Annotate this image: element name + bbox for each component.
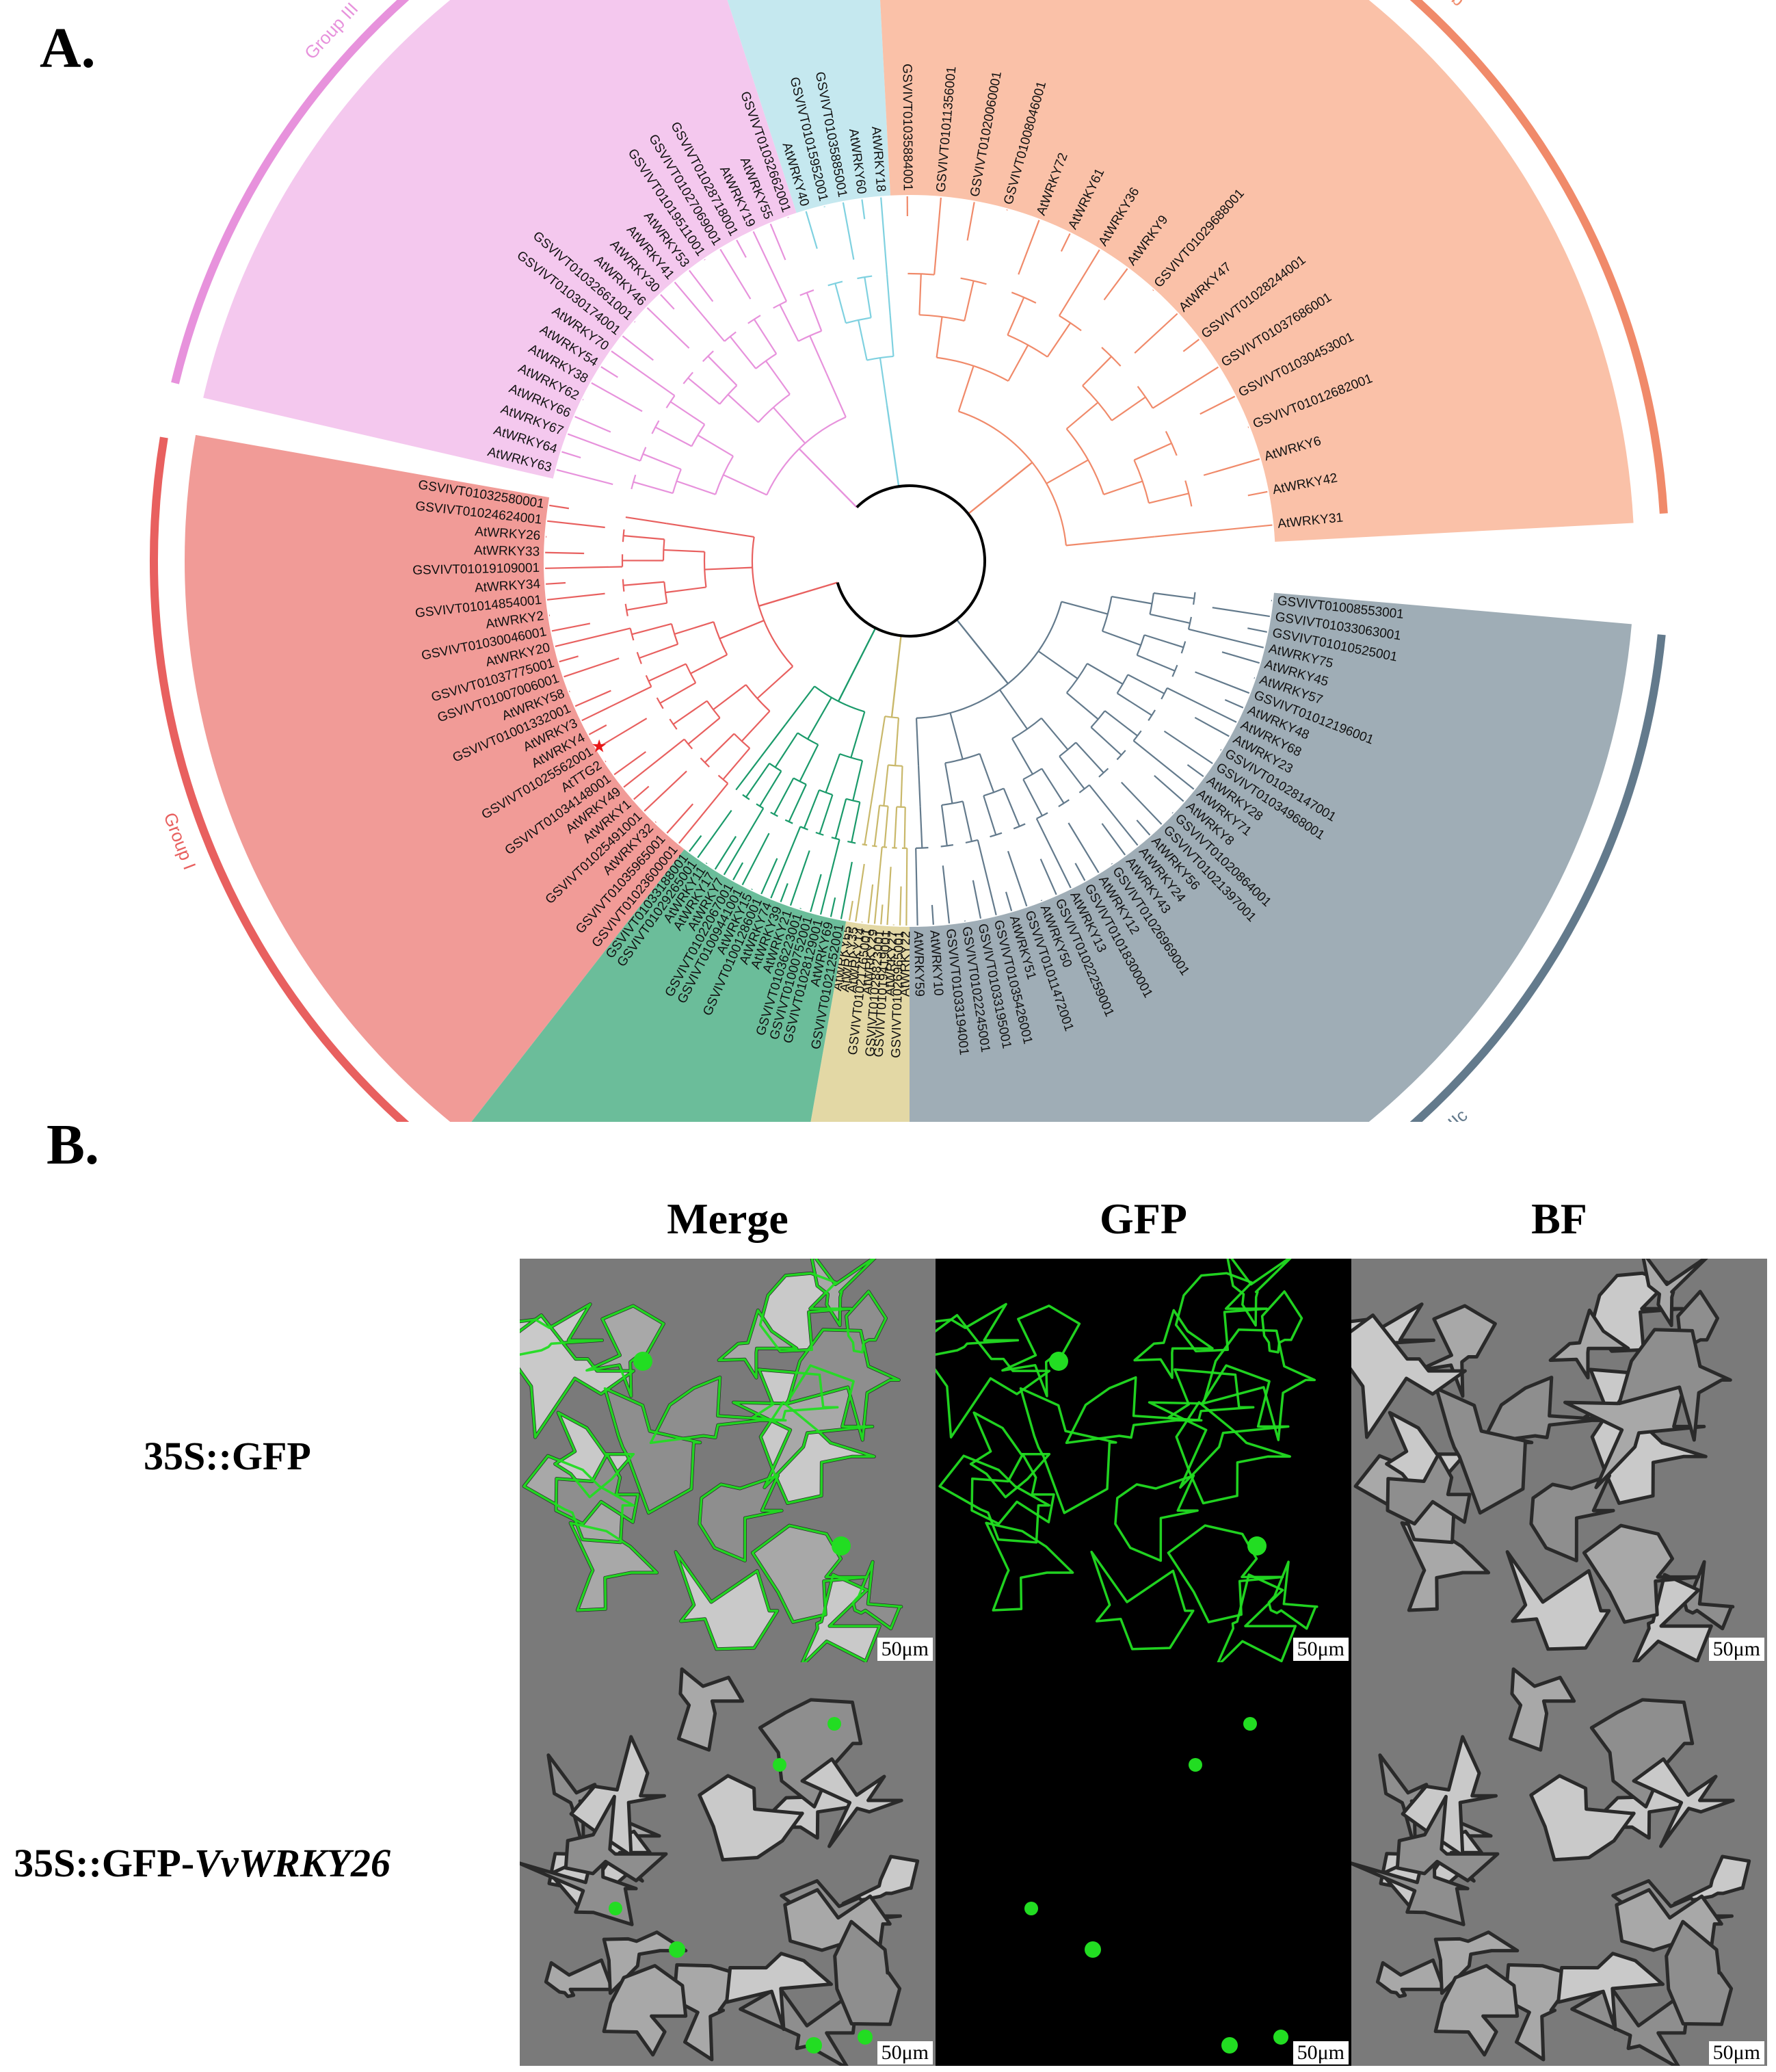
scale-bar: 50μm xyxy=(1293,2041,1349,2064)
red-star-icon: ★ xyxy=(592,736,607,757)
clade-group-iib: Group IIbGSVIVT01035884001GSVIVT01011356… xyxy=(880,0,1668,547)
scale-bar: 50μm xyxy=(877,2041,933,2064)
group-label: Group IIb xyxy=(1400,0,1469,10)
phylogenetic-tree: Group IGSVIVT01023600001GSVIVT0103596500… xyxy=(150,0,1668,1122)
image-vvwrky26-merge: 50μm xyxy=(520,1662,936,2066)
image-gfp-brightfield: 50μm xyxy=(1351,1259,1767,1662)
leaf-label: GSVIVT01026965001 xyxy=(889,931,907,1058)
clade-group-iii: Group IIIAtWRKY63AtWRKY64AtWRKY67AtWRKY6… xyxy=(171,0,858,508)
leaf-label: AtWRKY59 xyxy=(911,931,927,997)
panel-b-label: B. xyxy=(47,1113,100,1177)
clade-group-iic: Group IIcGSVIVT01008553001GSVIVT01033063… xyxy=(910,592,1666,1122)
leaf-label: AtWRKY33 xyxy=(474,543,540,559)
image-gfp-fluorescence: 50μm xyxy=(936,1259,1351,1662)
row-label-35s-gfp: 35S::GFP xyxy=(144,1434,311,1478)
row-label-35s-gfp-vvwrky26: 35S::GFP-VvWRKY26 xyxy=(14,1841,390,1885)
scale-bar: 50μm xyxy=(1293,1638,1349,1661)
image-vvwrky26-brightfield: 50μm xyxy=(1351,1662,1767,2066)
column-header-bf: BF xyxy=(1531,1194,1587,1243)
scale-bar: 50μm xyxy=(877,1638,933,1661)
tree-backbone xyxy=(836,484,986,638)
leaf-label: AtWRKY22 xyxy=(898,931,913,997)
image-vvwrky26-fluorescence: 50μm xyxy=(936,1662,1351,2066)
panel-a-label: A. xyxy=(40,16,96,80)
leaf-label: AtWRKY27 xyxy=(883,930,900,997)
gene-name: VvWRKY26 xyxy=(194,1841,390,1885)
group-label: Group I xyxy=(159,810,200,873)
column-header-merge: Merge xyxy=(667,1194,788,1243)
clade-group-iid: Group IIdGSVIVT01021252001AtWRKY69GSVIVT… xyxy=(471,627,877,1122)
scale-bar: 50μm xyxy=(1708,2041,1764,2064)
leaf-label: GSVIVT01019109001 xyxy=(412,561,540,578)
leaf-label: GSVIVT01035884001 xyxy=(900,64,915,191)
image-gfp-merge: 50μm xyxy=(520,1259,936,1662)
column-header-gfp: GFP xyxy=(1100,1194,1187,1243)
scale-bar: 50μm xyxy=(1708,1638,1764,1661)
